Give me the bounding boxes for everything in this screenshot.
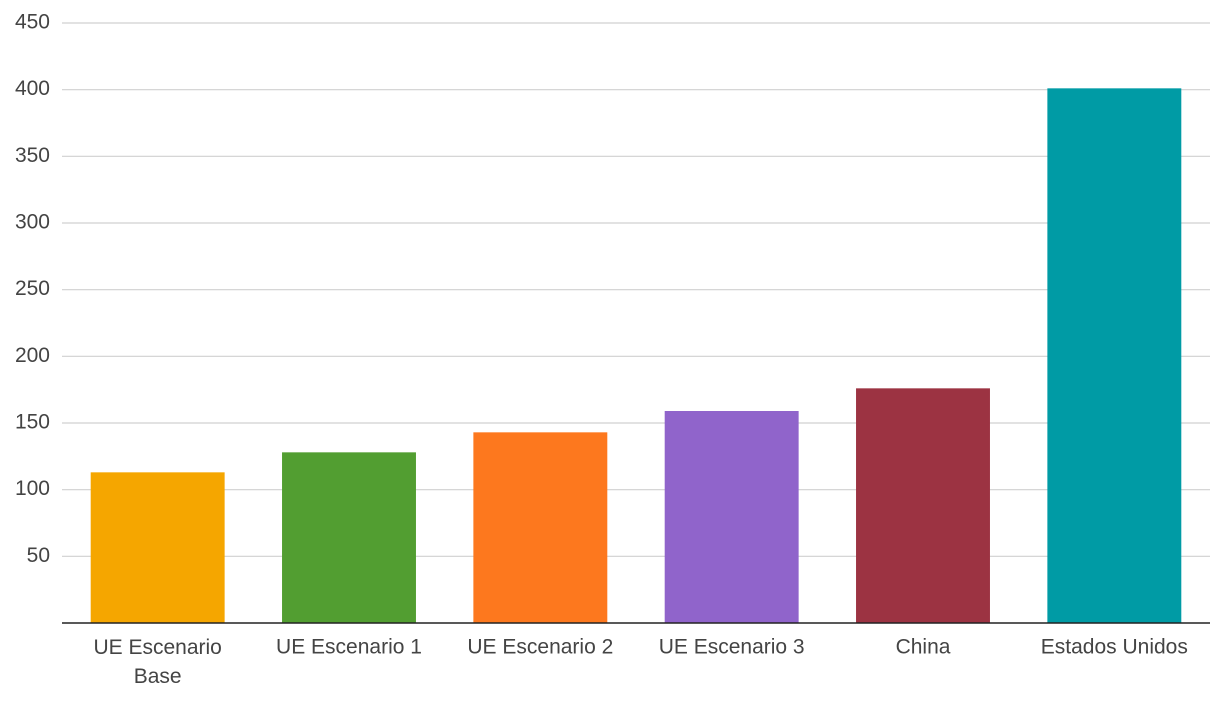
bar — [282, 452, 416, 623]
bar — [1047, 88, 1182, 624]
bar — [90, 472, 225, 623]
y-tick-label: 100 — [15, 477, 50, 500]
x-tick-label: UE Escenario Base — [93, 636, 221, 688]
x-tick-label: UE Escenario 1 — [276, 636, 422, 659]
y-tick-label: 200 — [15, 344, 50, 367]
bar — [856, 388, 990, 623]
x-tick-label: UE Escenario 2 — [467, 636, 613, 659]
y-tick-label: 150 — [15, 411, 50, 434]
bar — [664, 411, 799, 623]
x-tick-label: UE Escenario 3 — [659, 636, 805, 659]
y-tick-label: 450 — [15, 11, 50, 34]
y-tick-label: 250 — [15, 277, 50, 300]
y-tick-label: 350 — [15, 144, 50, 167]
y-tick-label: 50 — [27, 544, 50, 567]
bar — [473, 432, 608, 623]
x-tick-label: China — [896, 636, 951, 659]
x-tick-label: Estados Unidos — [1041, 636, 1188, 659]
y-tick-label: 400 — [15, 77, 50, 100]
y-tick-label: 300 — [15, 211, 50, 234]
